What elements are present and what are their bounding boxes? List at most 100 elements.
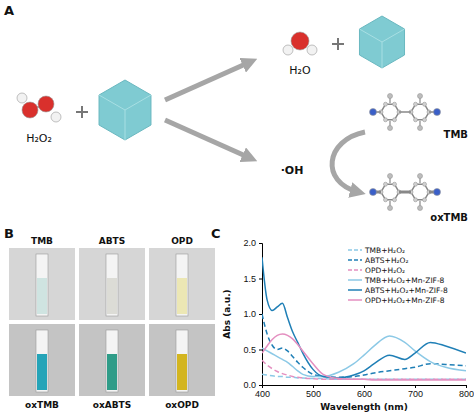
oxidized-label: oxTMB bbox=[430, 212, 468, 223]
ring bbox=[381, 184, 399, 200]
x-axis: 400500600700800 bbox=[255, 385, 474, 399]
liquid bbox=[107, 354, 117, 390]
legend-swatch bbox=[348, 289, 362, 291]
y-tick: 1.5 bbox=[243, 274, 262, 284]
x-tick-mark bbox=[466, 385, 467, 388]
figure: ABCH₂O₂H₂O·OHTMBoxTMBTMBoxTMBABTSoxABTSO… bbox=[0, 0, 474, 419]
legend-label: TMB+H₂O₂ bbox=[364, 246, 405, 255]
ring bbox=[411, 104, 429, 120]
atom bbox=[17, 93, 27, 103]
legend-label: OPD+H₂O₂+Mn-ZIF-8 bbox=[365, 296, 445, 305]
liquid bbox=[37, 354, 47, 390]
atom bbox=[283, 45, 293, 55]
x-tick-mark bbox=[364, 385, 365, 388]
legend-swatch bbox=[348, 269, 362, 271]
atom bbox=[393, 102, 397, 106]
atom bbox=[414, 198, 418, 202]
photo bbox=[79, 248, 145, 320]
legend-swatch bbox=[348, 279, 362, 281]
water-label: H₂O bbox=[289, 64, 311, 77]
atom bbox=[393, 118, 397, 122]
photo bbox=[149, 248, 215, 320]
x-tick-mark bbox=[313, 385, 314, 388]
x-tick: 800 bbox=[459, 385, 474, 399]
x-tick: 500 bbox=[306, 385, 321, 399]
atom bbox=[370, 189, 377, 196]
crystal-edge bbox=[382, 29, 405, 42]
y-tick: 2.0 bbox=[243, 238, 262, 248]
atom bbox=[418, 206, 423, 211]
atom bbox=[388, 126, 393, 131]
cuvette bbox=[106, 254, 118, 316]
photo-label: oxOPD bbox=[165, 400, 199, 410]
radical-label: ·OH bbox=[281, 164, 304, 177]
atom bbox=[414, 182, 418, 186]
legend-label: ABTS+H₂O₂+Mn-ZIF-8 bbox=[365, 286, 448, 295]
y-tick-mark bbox=[259, 279, 262, 280]
photo-label: OPD bbox=[171, 236, 193, 246]
y-tick-label: 0.5 bbox=[243, 345, 256, 355]
panel-c: 4005006007008000.00.51.01.52.0Wavelength… bbox=[222, 238, 474, 412]
crystal-edge bbox=[382, 42, 383, 68]
atom bbox=[418, 174, 423, 179]
atom bbox=[393, 182, 397, 186]
atom bbox=[384, 102, 388, 106]
x-axis-line bbox=[263, 386, 467, 389]
series-line bbox=[262, 334, 466, 380]
photo-label: oxTMB bbox=[25, 400, 59, 410]
y-tick-mark bbox=[259, 350, 262, 351]
atom bbox=[423, 102, 427, 106]
atom bbox=[393, 198, 397, 202]
liquid bbox=[107, 278, 117, 314]
atom bbox=[434, 189, 441, 196]
panel-letter: B bbox=[4, 226, 14, 241]
legend-swatch bbox=[348, 249, 362, 251]
bond bbox=[399, 111, 411, 113]
curved-arrow bbox=[332, 132, 365, 192]
ring bbox=[381, 104, 399, 120]
ring bbox=[411, 184, 429, 200]
atom bbox=[291, 32, 309, 50]
atom bbox=[423, 182, 427, 186]
atom bbox=[38, 96, 54, 112]
photo-label: ABTS bbox=[99, 236, 125, 246]
legend-swatch bbox=[348, 259, 362, 261]
liquid bbox=[177, 354, 187, 390]
panel-letter: A bbox=[4, 3, 14, 18]
liquid bbox=[37, 278, 47, 314]
arrow bbox=[165, 120, 250, 158]
x-tick: 400 bbox=[255, 385, 270, 399]
y-tick-mark bbox=[259, 314, 262, 315]
x-tick-label: 800 bbox=[459, 389, 474, 399]
atom bbox=[51, 112, 61, 122]
arrow bbox=[165, 62, 250, 100]
series-line bbox=[262, 360, 466, 379]
atom bbox=[418, 94, 423, 99]
cuvette bbox=[106, 330, 118, 392]
atom bbox=[388, 206, 393, 211]
atom bbox=[414, 102, 418, 106]
plus bbox=[337, 38, 339, 50]
crystal bbox=[99, 80, 151, 140]
crystal-edge bbox=[125, 95, 151, 110]
crystal-edge bbox=[359, 29, 382, 42]
atom bbox=[22, 102, 38, 118]
legend-label: ABTS+H₂O₂ bbox=[365, 256, 408, 265]
panel-b: TMBoxTMBABTSoxABTSOPDoxOPD bbox=[9, 236, 215, 410]
crystal-edge bbox=[99, 95, 125, 110]
y-tick-label: 1.5 bbox=[243, 274, 256, 284]
atom bbox=[414, 118, 418, 122]
y-tick-label: 0.0 bbox=[243, 380, 256, 390]
substrate-label: TMB bbox=[444, 129, 468, 140]
y-tick-mark bbox=[259, 385, 262, 386]
atom bbox=[418, 126, 423, 131]
y-tick: 0.0 bbox=[243, 380, 262, 390]
panel-a: H₂O₂H₂O·OHTMBoxTMB bbox=[17, 16, 468, 223]
photo-label: TMB bbox=[31, 236, 53, 246]
cuvette bbox=[176, 254, 188, 316]
atom bbox=[434, 109, 441, 116]
cuvette bbox=[176, 330, 188, 392]
y-axis-line bbox=[259, 244, 263, 386]
photo bbox=[9, 248, 75, 320]
x-tick-label: 400 bbox=[255, 389, 270, 399]
